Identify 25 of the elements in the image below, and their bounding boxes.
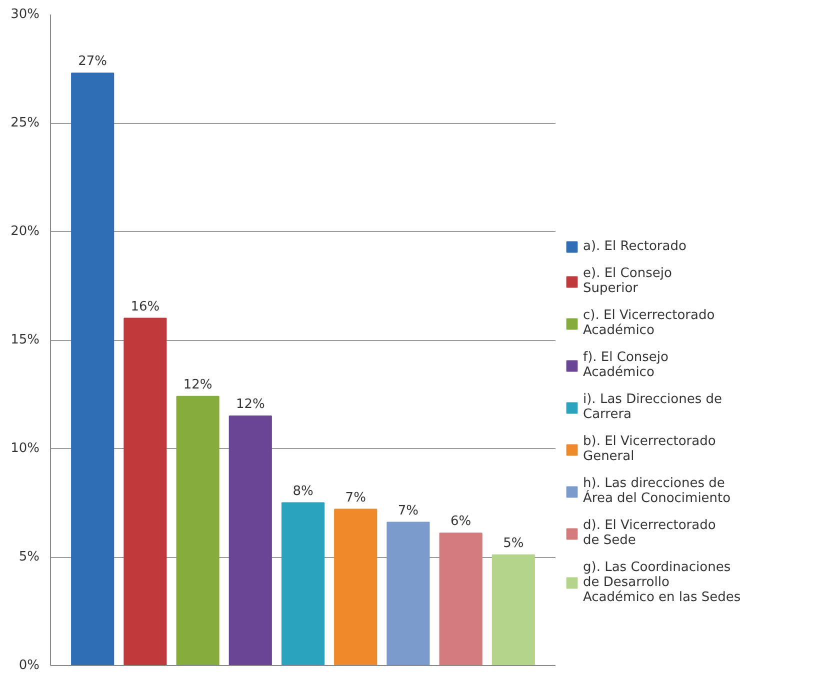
y-tick-label: 30% <box>10 7 40 22</box>
data-label: 8% <box>292 484 314 499</box>
y-tick-label: 20% <box>10 224 40 239</box>
data-label: 5% <box>503 536 524 551</box>
y-tick-label: 5% <box>18 550 40 564</box>
data-label: 16% <box>130 299 160 314</box>
y-tick-label: 15% <box>10 332 40 348</box>
data-label: 6% <box>450 514 472 530</box>
y-tick-label: 10% <box>10 441 40 456</box>
legend-label: d). El Vicerrectorado de Sede <box>583 518 716 548</box>
y-tick-label: 25% <box>10 116 40 130</box>
data-label: 27% <box>78 54 108 70</box>
legend-label: a). El Rectorado <box>583 239 686 254</box>
y-tick-label: 0% <box>18 658 40 673</box>
legend-label: g). Las Coordinaciones de Desarrollo Académico en las Sedes <box>583 560 741 605</box>
data-label: 12% <box>236 396 265 412</box>
legend-label: i). Las Direcciones de Carrera <box>583 392 722 422</box>
data-label: 12% <box>183 377 212 392</box>
data-label: 7% <box>398 503 419 518</box>
legend-label: h). Las direcciones de Área del Conocimiento <box>583 476 731 506</box>
legend-label: b). El Vicerrectorado General <box>583 434 716 464</box>
legend-label: e). El Consejo Superior <box>583 266 672 296</box>
data-label: 7% <box>345 490 366 506</box>
legend-label: f). El Consejo Académico <box>583 350 668 380</box>
legend-label: c). El Vicerrectorado Académico <box>583 308 715 338</box>
